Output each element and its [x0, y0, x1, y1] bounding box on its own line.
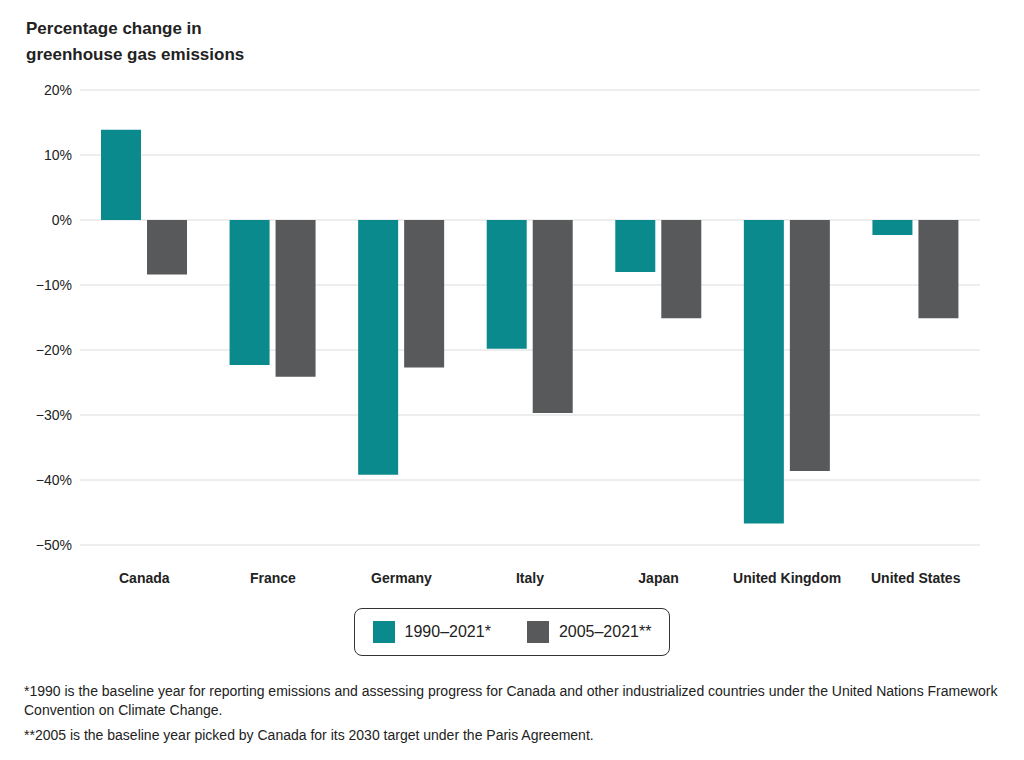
html-text:*1990 is the baseline year for: *1990 is the baseline year for reporting…	[24, 683, 998, 718]
html-text:2005–2021**: 2005–2021**	[558, 623, 652, 640]
html-text:1990–2021*: 1990–2021*	[404, 623, 491, 640]
svg-text:Japan: Japan	[638, 570, 678, 586]
svg-text:−30%: −30%	[36, 407, 72, 423]
svg-text:United Kingdom: United Kingdom	[733, 570, 841, 586]
svg-text:20%: 20%	[44, 82, 72, 98]
html-text:**2005 is the baseline year pi: **2005 is the baseline year picked by Ca…	[24, 727, 594, 743]
html-text:Percentage change in greenhous: Percentage change in greenhouse gas emis…	[26, 19, 245, 64]
svg-text:Germany: Germany	[371, 570, 432, 586]
svg-text:−20%: −20%	[36, 342, 72, 358]
svg-text:−10%: −10%	[36, 277, 72, 293]
svg-text:−50%: −50%	[36, 537, 72, 553]
svg-text:United States: United States	[871, 570, 961, 586]
svg-text:10%: 10%	[44, 147, 72, 163]
svg-text:−40%: −40%	[36, 472, 72, 488]
svg-text:Canada: Canada	[119, 570, 170, 586]
svg-text:France: France	[250, 570, 296, 586]
svg-text:0%: 0%	[52, 212, 72, 228]
svg-text:Italy: Italy	[516, 570, 544, 586]
